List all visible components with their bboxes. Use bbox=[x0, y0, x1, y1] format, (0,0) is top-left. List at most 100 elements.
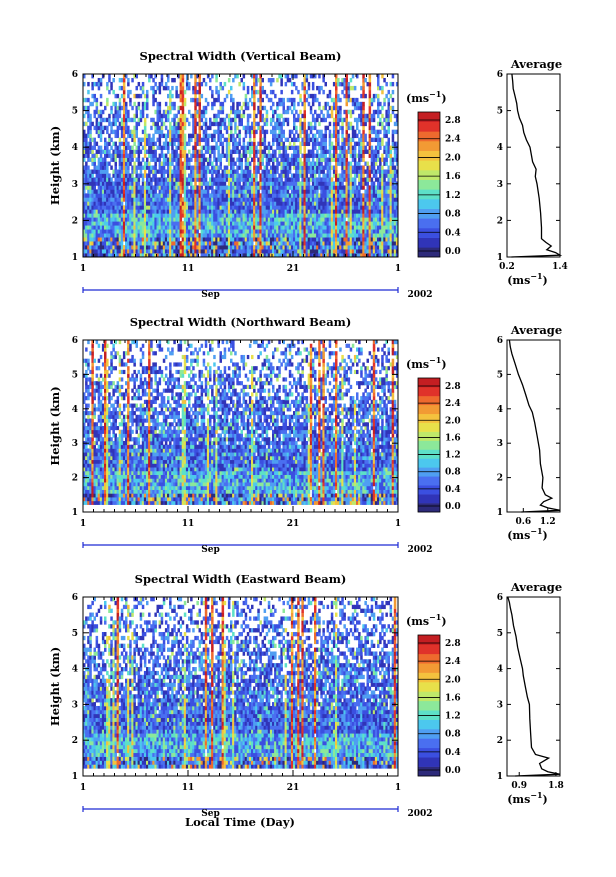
heatmap-cell bbox=[274, 225, 277, 230]
heatmap-cell bbox=[341, 173, 344, 178]
heatmap-cell bbox=[118, 229, 122, 234]
heatmap-cell bbox=[215, 89, 218, 95]
heatmap-cell bbox=[288, 133, 292, 139]
heatmap-cell bbox=[179, 253, 183, 258]
heatmap-cell bbox=[297, 145, 300, 150]
heatmap-cell bbox=[160, 213, 164, 218]
heatmap-cell bbox=[198, 85, 201, 91]
heatmap-cell bbox=[122, 85, 126, 91]
heatmap-cell bbox=[322, 217, 325, 222]
heatmap-cell bbox=[341, 233, 344, 238]
heatmap-cell bbox=[114, 153, 117, 158]
heatmap-cell bbox=[221, 205, 225, 210]
heatmap-cell bbox=[360, 101, 363, 107]
heatmap-cell bbox=[211, 149, 214, 154]
heatmap-cell bbox=[309, 197, 313, 202]
heatmap-cell bbox=[337, 137, 340, 143]
heatmap-cell bbox=[257, 253, 260, 258]
heatmap-cell bbox=[206, 249, 210, 254]
heatmap-cell bbox=[146, 245, 149, 250]
heatmap-cell bbox=[122, 221, 126, 226]
heatmap-cell bbox=[221, 213, 225, 218]
heatmap-cell bbox=[106, 97, 109, 103]
heatmap-cell bbox=[114, 121, 117, 127]
heatmap-cell bbox=[269, 81, 273, 87]
heatmap-cell bbox=[339, 125, 342, 131]
heatmap-cell bbox=[351, 217, 355, 222]
heatmap-cell bbox=[372, 137, 376, 143]
heatmap-cell bbox=[253, 117, 256, 123]
heatmap-cell bbox=[137, 209, 141, 214]
heatmap-cell bbox=[364, 209, 367, 214]
heatmap-cell bbox=[89, 149, 92, 154]
heatmap-cell bbox=[295, 161, 298, 166]
heatmap-cell bbox=[286, 157, 290, 162]
heatmap-cell bbox=[368, 141, 372, 147]
heatmap-cell bbox=[89, 181, 92, 186]
heatmap-cell bbox=[177, 193, 180, 198]
heatmap-cell bbox=[353, 157, 357, 162]
heatmap-cell bbox=[177, 229, 180, 234]
heatmap-cell bbox=[339, 149, 342, 154]
heatmap-cell bbox=[253, 213, 256, 218]
heatmap-cell bbox=[305, 161, 309, 166]
heatmap-cell bbox=[183, 145, 187, 150]
heatmap-cell bbox=[89, 189, 92, 194]
heatmap-cell bbox=[221, 149, 225, 154]
heatmap-cell bbox=[154, 189, 157, 194]
heatmap-cell bbox=[99, 249, 103, 254]
heatmap-cell bbox=[259, 157, 262, 162]
heatmap-cell bbox=[360, 233, 363, 238]
heatmap-cell bbox=[194, 165, 197, 170]
heatmap-cell bbox=[150, 74, 153, 79]
heatmap-cell bbox=[217, 157, 220, 162]
heatmap-cell bbox=[171, 213, 174, 218]
heatmap-cell bbox=[89, 177, 92, 182]
heatmap-cell bbox=[143, 185, 147, 190]
heatmap-cell bbox=[190, 217, 193, 222]
heatmap-cell bbox=[276, 145, 279, 150]
heatmap-cell bbox=[164, 249, 168, 254]
heatmap-cell bbox=[200, 193, 204, 198]
heatmap-cell bbox=[104, 173, 107, 178]
heatmap-cell bbox=[204, 169, 208, 174]
heatmap-cell bbox=[139, 233, 143, 238]
heatmap-cell bbox=[91, 229, 94, 234]
heatmap-cell bbox=[295, 149, 298, 154]
heatmap-cell bbox=[139, 229, 143, 234]
heatmap-cell bbox=[230, 129, 233, 135]
heatmap-cell bbox=[158, 101, 162, 107]
heatmap-cell bbox=[177, 225, 180, 230]
heatmap-cell bbox=[152, 253, 155, 258]
heatmap-cell bbox=[324, 253, 327, 258]
heatmap-cell bbox=[160, 245, 164, 250]
heatmap-cell bbox=[137, 93, 141, 99]
heatmap-cell bbox=[305, 221, 309, 226]
heatmap-cell bbox=[129, 161, 132, 166]
heatmap-cell bbox=[364, 201, 367, 206]
heatmap-cell bbox=[351, 125, 355, 131]
heatmap-cell bbox=[284, 117, 288, 123]
heatmap-cell bbox=[116, 245, 120, 250]
heatmap-cell bbox=[293, 125, 296, 131]
heatmap-cell bbox=[215, 201, 218, 206]
heatmap-cell bbox=[337, 185, 340, 190]
heatmap-cell bbox=[299, 145, 302, 150]
heatmap-cell bbox=[148, 193, 151, 198]
heatmap-cell bbox=[320, 229, 323, 234]
heatmap-cell bbox=[314, 161, 317, 166]
heatmap-cell bbox=[251, 93, 254, 99]
heatmap-cell bbox=[150, 185, 153, 190]
heatmap-cell bbox=[366, 165, 369, 170]
heatmap-cell bbox=[93, 213, 96, 218]
heatmap-cell bbox=[83, 81, 86, 87]
heatmap-cell bbox=[83, 189, 86, 194]
heatmap-cell bbox=[167, 93, 170, 99]
heatmap-cell bbox=[131, 241, 134, 246]
heatmap-cell bbox=[278, 229, 281, 234]
heatmap-cell bbox=[309, 245, 313, 250]
heatmap-cell bbox=[114, 245, 117, 250]
heatmap-cell bbox=[330, 241, 334, 246]
heatmap-cell bbox=[143, 169, 147, 174]
heatmap-cell bbox=[135, 149, 138, 154]
